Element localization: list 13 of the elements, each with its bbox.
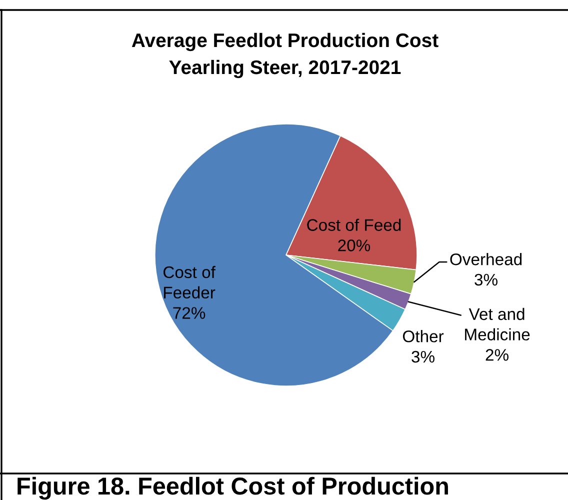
data-label: 2% — [486, 349, 508, 361]
caption: Figure 18. Feedlot Cost of Production — [18, 476, 448, 500]
data-label: 3% — [412, 350, 434, 363]
slice-label: Other — [402, 330, 444, 342]
data-label: 20% — [338, 240, 370, 252]
slice-label: Overhead — [450, 253, 522, 266]
slice-label: Cost of Feeder — [164, 266, 216, 299]
data-label: 3% — [474, 274, 498, 286]
data-label: 72% — [173, 307, 206, 319]
slice-label: Vet and Medicine — [465, 308, 530, 340]
chart-title: Average Feedlot Production Cost — [132, 32, 438, 52]
chart-subtitle: Yearling Steer, 2017-2021 — [169, 60, 401, 78]
slice-label: Cost of Feed — [307, 218, 401, 231]
